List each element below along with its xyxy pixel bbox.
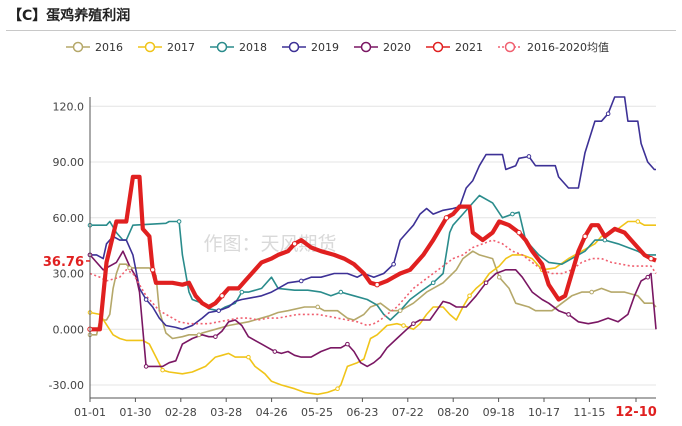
series-point-2017 xyxy=(467,293,472,299)
series-point-2019 xyxy=(298,278,304,284)
watermark: 作图：天风期货 xyxy=(203,233,336,255)
x-tick-label: 06-23 xyxy=(346,406,378,419)
series-line-2018 xyxy=(90,194,656,321)
series-line-2021 xyxy=(90,174,657,332)
x-tick-label: 08-20 xyxy=(437,406,469,419)
legend: 2016 2017 2018 2019 2020 2021 2016-2020均值 xyxy=(66,41,609,54)
series-line-2019 xyxy=(90,96,656,331)
x-tick-label: 05-25 xyxy=(301,406,333,419)
x-tick-label: 01-30 xyxy=(119,406,151,419)
y-tick-label: -30.00 xyxy=(49,379,84,392)
series-point-2021 xyxy=(516,229,522,236)
current-date-label: 12-10 xyxy=(615,405,657,420)
series-point-2019 xyxy=(605,111,611,117)
series-line-2017 xyxy=(89,220,656,396)
series-point-2017 xyxy=(246,354,251,360)
series-point-2016 xyxy=(315,304,321,310)
legend-label-2021: 2021 xyxy=(455,41,483,54)
legend-label-2017: 2017 xyxy=(167,41,195,54)
series-point-2020 xyxy=(272,349,278,354)
series-point-2020 xyxy=(213,334,218,339)
series-point-2018 xyxy=(602,237,608,243)
y-tick-label: 120.0 xyxy=(53,100,85,113)
current-value-label: 36.76 xyxy=(43,255,84,270)
legend-label-2016: 2016 xyxy=(95,41,123,54)
legend-label-2019: 2019 xyxy=(311,41,339,54)
series-point-2016 xyxy=(496,274,502,280)
legend-marker-2021 xyxy=(432,41,444,53)
series-point-2018 xyxy=(338,289,344,295)
y-tick-label: 60.00 xyxy=(53,212,85,225)
series-point-2021 xyxy=(443,215,450,221)
legend-marker-2016-2020均值 xyxy=(504,41,516,53)
legend-label-2016-2020均值: 2016-2020均值 xyxy=(527,41,609,54)
series-point-2017 xyxy=(635,219,641,224)
legend-marker-2017 xyxy=(144,41,156,53)
series-point-2021 xyxy=(150,267,156,273)
x-tick-label: 04-26 xyxy=(256,406,288,419)
series-point-2016 xyxy=(127,265,132,271)
series-point-2017 xyxy=(335,386,340,392)
legend-label-2018: 2018 xyxy=(239,41,267,54)
series-point-2021 xyxy=(582,233,588,240)
series-point-2019 xyxy=(391,261,396,267)
x-tick-label: 01-01 xyxy=(74,406,106,419)
series-point-2020 xyxy=(143,364,149,369)
series-point-2018 xyxy=(239,289,245,295)
series-point-2019 xyxy=(143,297,149,302)
series-point-2020 xyxy=(345,341,350,347)
x-tick-label: 03-28 xyxy=(210,406,242,419)
grid xyxy=(90,105,656,386)
series-line-2016 xyxy=(90,250,657,340)
legend-marker-2018 xyxy=(216,41,228,53)
series-point-2018 xyxy=(176,219,182,224)
series-point-2016 xyxy=(397,308,403,313)
series-point-2016 xyxy=(589,289,594,295)
x-tick-label: 02-28 xyxy=(165,406,197,419)
series-point-2017 xyxy=(401,323,406,328)
legend-marker-2019 xyxy=(288,41,300,53)
series-point-2020 xyxy=(483,280,489,286)
series-point-2017 xyxy=(160,367,165,373)
series-point-2019 xyxy=(216,308,222,313)
chart-title: 【C】蛋鸡养殖利润 xyxy=(8,8,131,24)
series-point-2018 xyxy=(510,211,515,217)
y-tick-label: 30.00 xyxy=(53,268,85,281)
series-point-2020 xyxy=(566,312,571,317)
series-point-2021 xyxy=(648,255,654,262)
title-divider xyxy=(6,30,676,31)
series-point-2018 xyxy=(430,280,436,286)
axes: -30.00 0.000 30.00 60.00 90.00 120.0 01-01 01-3… xyxy=(43,97,657,420)
x-tick-label: 09-18 xyxy=(483,406,515,419)
series-point-2019 xyxy=(526,154,532,159)
legend-marker-2016 xyxy=(72,41,84,53)
series-lines xyxy=(89,96,657,396)
series-point-2020 xyxy=(411,321,416,326)
series-point-2021 xyxy=(291,241,298,247)
series-line-2020 xyxy=(89,250,657,368)
series-point-2016 xyxy=(196,332,202,338)
x-tick-label: 07-22 xyxy=(392,406,424,419)
series-point-2020 xyxy=(645,274,651,280)
y-tick-label: 0.000 xyxy=(53,323,85,336)
y-tick-label: 90.00 xyxy=(53,156,85,169)
x-tick-label: 11-15 xyxy=(573,406,605,419)
legend-label-2020: 2020 xyxy=(383,41,411,54)
x-tick-label: 10-17 xyxy=(528,406,560,419)
series-point-2021 xyxy=(219,293,225,299)
legend-marker-2020 xyxy=(360,41,372,53)
series-point-2021 xyxy=(374,281,380,288)
series-markers xyxy=(87,111,657,392)
